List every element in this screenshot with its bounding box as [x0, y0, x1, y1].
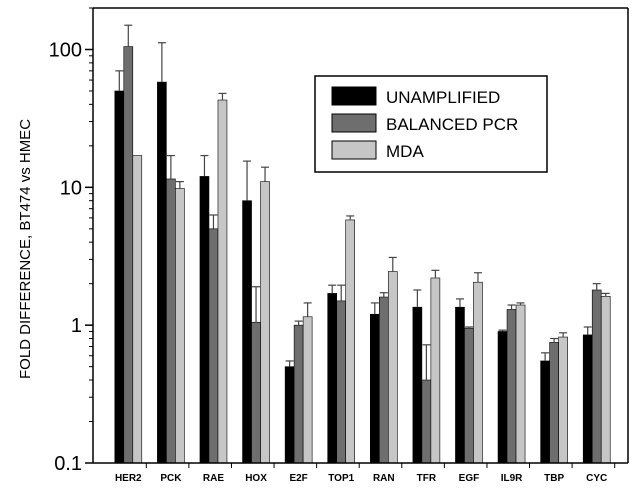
- bar-egf-3: [473, 281, 483, 464]
- bar-cyc-1: [582, 334, 593, 464]
- y-tick-label: 100: [49, 39, 82, 61]
- bar-top1-1: [327, 293, 338, 464]
- category-label-il9r: IL9R: [501, 473, 523, 484]
- category-label-tbp: TBP: [544, 473, 564, 484]
- y-tick-label: 0.1: [54, 453, 82, 475]
- bar-ran-1: [369, 313, 380, 464]
- legend-label-1: UNAMPLIFIED: [386, 88, 500, 107]
- category-label-top1: TOP1: [328, 473, 354, 484]
- bar-tbp-3: [558, 336, 568, 464]
- bar-e2f-3: [302, 316, 313, 464]
- bar-her2-1: [114, 90, 125, 464]
- category-label-cyc: CYC: [586, 473, 607, 484]
- legend-label-2: BALANCED PCR: [386, 115, 518, 134]
- y-tick-label: 1: [71, 315, 82, 337]
- bar-pck-1: [157, 81, 167, 464]
- bar-hox-3: [260, 181, 270, 464]
- legend-swatch-3: [331, 140, 377, 160]
- category-label-rae: RAE: [203, 473, 224, 484]
- bar-tfr-3: [430, 277, 441, 464]
- bar-il9r-2: [506, 309, 517, 464]
- y-axis-title: FOLD DIFFERENCE, BT474 vs HMEC: [17, 119, 34, 379]
- category-label-e2f: E2F: [289, 473, 307, 484]
- bar-tfr-1: [412, 306, 423, 464]
- bar-il9r-1: [497, 331, 508, 464]
- bar-cyc-2: [591, 289, 602, 464]
- category-label-egf: EGF: [459, 473, 480, 484]
- bar-her2-2: [123, 46, 134, 464]
- category-label-hox: HOX: [245, 473, 267, 484]
- category-labels: HER2 PCK RAE HOX E2F TOP1 RAN TFR EGF IL9R TBP CYC: [115, 473, 607, 484]
- category-label-tfr: TFR: [417, 473, 437, 484]
- bar-e2f-1: [284, 366, 295, 464]
- bar-rae-1: [199, 176, 210, 464]
- y-tick-label: 10: [60, 177, 82, 199]
- bar-top1-2: [336, 300, 347, 464]
- bar-top1-3: [345, 219, 356, 464]
- legend-swatch-1: [331, 86, 377, 106]
- bar-pck-2: [166, 178, 176, 464]
- bar-e2f-2: [293, 324, 304, 464]
- bar-ran-2: [378, 296, 389, 464]
- category-label-ran: RAN: [373, 473, 395, 484]
- bar-egf-2: [464, 327, 474, 464]
- legend: UNAMPLIFIED BALANCED PCR MDA: [314, 75, 548, 173]
- bar-hox-1: [242, 200, 252, 464]
- error-bars-layer: [115, 24, 610, 381]
- bar-pck-3: [175, 188, 185, 464]
- bar-ran-3: [387, 271, 398, 464]
- category-label-her2: HER2: [115, 473, 142, 484]
- bar-rae-3: [217, 99, 228, 464]
- bar-tfr-2: [421, 379, 432, 464]
- bar-rae-2: [208, 228, 219, 464]
- legend-label-3: MDA: [386, 142, 424, 161]
- y-tick-labels: 0.1 1 10 100: [49, 39, 82, 475]
- bar-tbp-1: [540, 360, 550, 464]
- bar-tbp-2: [549, 342, 559, 464]
- axes-layer: [85, 7, 629, 468]
- bar-egf-1: [455, 306, 465, 464]
- bar-cyc-3: [600, 295, 611, 464]
- category-label-pck: PCK: [160, 473, 182, 484]
- bar-il9r-3: [515, 304, 526, 464]
- legend-swatch-2: [331, 113, 377, 133]
- bar-her2-3: [132, 155, 143, 464]
- bar-hox-2: [251, 321, 261, 464]
